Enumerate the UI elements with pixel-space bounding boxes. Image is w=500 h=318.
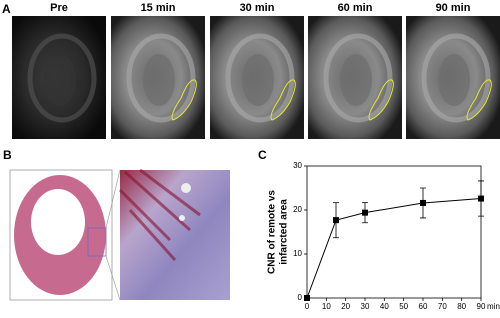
infarct-contour xyxy=(368,79,394,121)
mri-label: 90 min xyxy=(436,2,471,14)
x-axis-label: min xyxy=(487,302,500,311)
mri-label: 30 min xyxy=(240,2,275,14)
x-tick-label: 70 xyxy=(438,302,447,311)
mri-label: 60 min xyxy=(338,2,373,14)
mri-label: 15 min xyxy=(141,2,176,14)
x-tick-label: 0 xyxy=(305,302,310,311)
y-axis-label: CNR of remote vs xyxy=(267,190,278,274)
vessel xyxy=(181,183,191,193)
marker xyxy=(304,295,310,301)
x-tick-label: 30 xyxy=(361,302,370,311)
vessel xyxy=(179,215,185,221)
heart xyxy=(27,33,97,123)
x-tick-label: 90 xyxy=(477,302,486,311)
marker xyxy=(478,195,484,202)
mri-row: Pre 15 min 30 min 60 min 90 min xyxy=(12,2,500,139)
y-tick-label: 20 xyxy=(293,205,302,214)
heart xyxy=(421,33,491,123)
y-axis-label: infarcted area xyxy=(279,199,290,265)
panel-label: A xyxy=(2,2,11,16)
histology xyxy=(9,168,230,301)
heart xyxy=(225,33,295,123)
line xyxy=(306,198,482,299)
infarct-contour xyxy=(466,79,492,121)
zoom-line xyxy=(105,255,121,301)
mri-label: Pre xyxy=(50,2,68,14)
marker xyxy=(362,209,368,216)
panel-label: C xyxy=(258,148,267,162)
chart: 0 10 20 30 0 10 20 30 40 50 60 70 80 90 min CNR of remo… xyxy=(267,161,500,311)
heart xyxy=(126,33,196,123)
y-tick-label: 0 xyxy=(298,293,303,302)
marker xyxy=(333,217,339,224)
x-tick-label: 20 xyxy=(341,302,350,311)
marker xyxy=(420,199,426,206)
infarct-contour xyxy=(270,79,296,121)
fibers xyxy=(118,168,201,262)
x-tick-label: 80 xyxy=(457,302,466,311)
y-tick-label: 30 xyxy=(293,161,302,170)
heart-core xyxy=(44,54,76,106)
heart-core xyxy=(340,54,372,106)
lumen xyxy=(31,189,85,255)
heart xyxy=(323,33,393,123)
x-tick-label: 50 xyxy=(399,302,408,311)
infarct-contour xyxy=(171,79,197,121)
heart-core xyxy=(242,54,274,106)
x-tick-label: 40 xyxy=(380,302,389,311)
y-tick-label: 10 xyxy=(293,249,302,258)
zoom-line xyxy=(105,169,121,229)
x-tick-label: 10 xyxy=(322,302,331,311)
heart-core xyxy=(143,54,175,106)
zoom-box xyxy=(87,227,107,257)
panel-label: B xyxy=(3,148,12,162)
x-tick-label: 60 xyxy=(419,302,428,311)
plot-frame xyxy=(306,165,482,299)
heart-core xyxy=(438,54,470,106)
zoom-image xyxy=(120,170,230,300)
